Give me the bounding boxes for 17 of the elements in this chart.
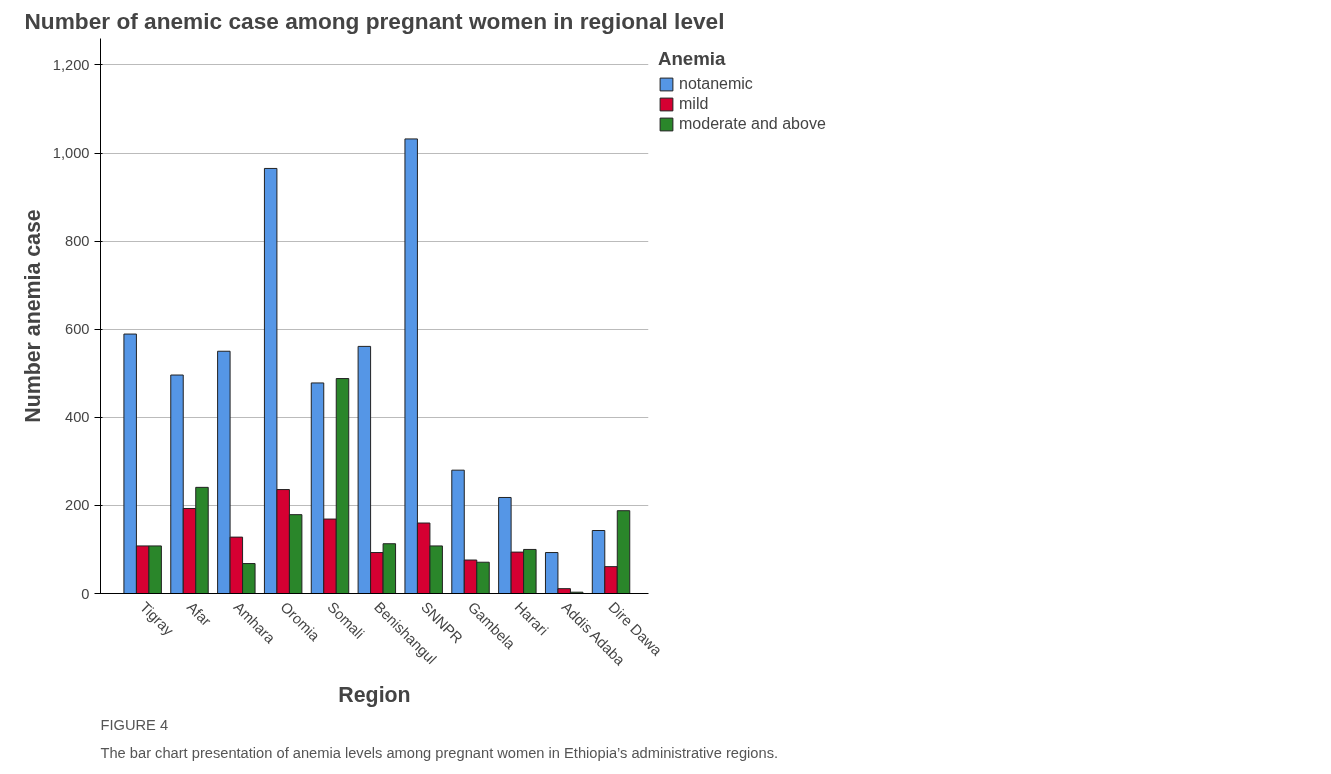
text: The bar chart presentation of anemia levels among pregnant women in Ethiopia’s administrative regions. <box>100 744 779 761</box>
legend-label: mild <box>679 95 709 113</box>
y-tick-label: 600 <box>65 321 90 338</box>
y-tick-label: 1,200 <box>52 56 90 73</box>
y-tick-label: 1,000 <box>52 145 90 162</box>
y-tick-label: 200 <box>65 497 90 514</box>
x-tick-label: Afar <box>183 598 215 630</box>
legend-label: moderate and above <box>679 115 826 133</box>
y-tick-label: 0 <box>81 585 90 602</box>
legend-label: notanemic <box>679 75 753 93</box>
legend-title: Anemia <box>658 48 727 70</box>
y-tick-label: 400 <box>65 409 90 426</box>
caption: FIGURE 4 <box>100 716 169 733</box>
chart-title: Number of anemic case among pregnant women in regional level <box>24 7 725 34</box>
y-axis-title: Number anemia case <box>20 209 45 423</box>
x-axis-title: Region <box>338 682 411 707</box>
y-tick-label: 800 <box>65 233 90 250</box>
